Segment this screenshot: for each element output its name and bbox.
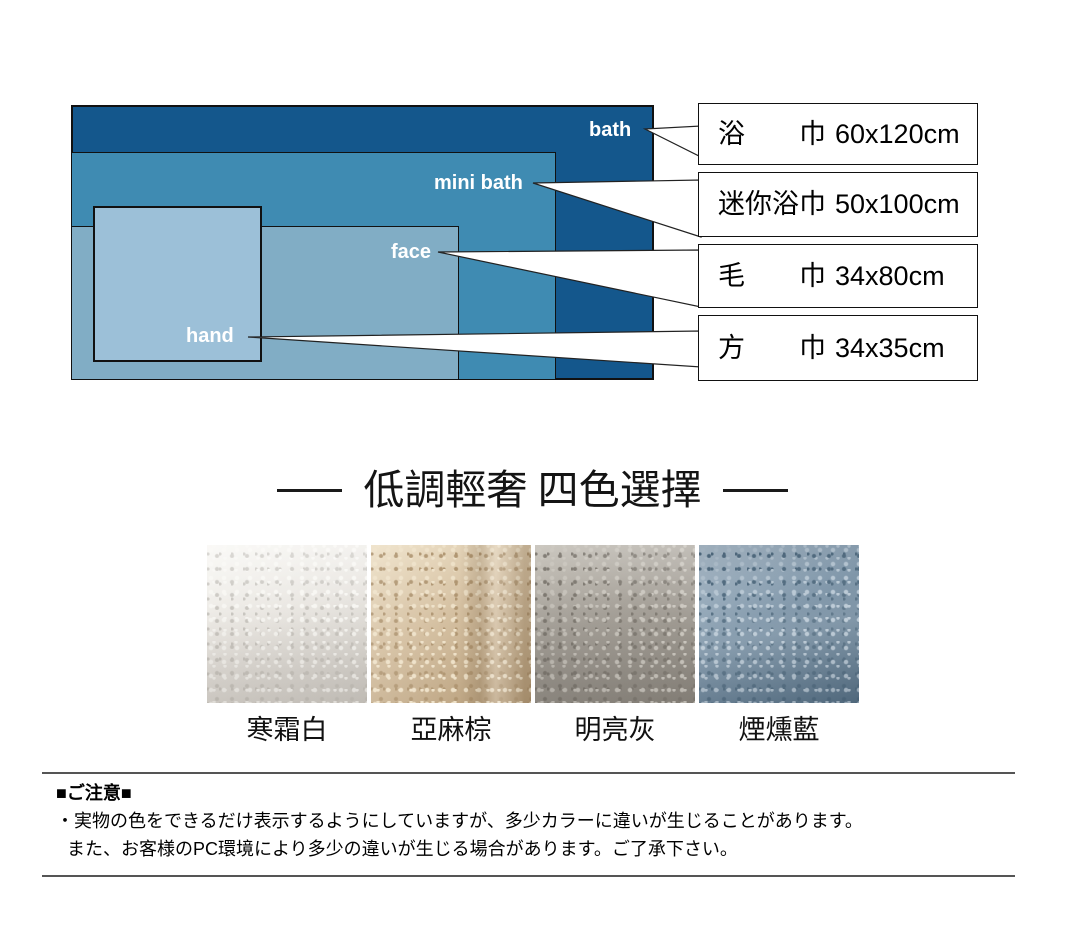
size-box-bath-dimension: 60x120cm <box>835 118 960 149</box>
notice-heading: ■ご注意■ <box>56 783 132 803</box>
notice-line-2: また、お客様のPC環境により多少の違いが生じる場合があります。ご了承下さい。 <box>67 839 738 859</box>
swatch-label-smoky-blue: 煙燻藍 <box>738 715 820 745</box>
bath-rect-label: bath <box>589 119 632 141</box>
swatch-photo-frost-white <box>207 545 367 703</box>
face-rect-label: face <box>391 241 432 263</box>
swatch-label-frost-white: 寒霜白 <box>246 715 328 745</box>
title-dash-right <box>722 489 788 493</box>
swatch-label-bright-gray: 明亮灰 <box>574 715 656 745</box>
hand-rect-label: hand <box>186 325 234 347</box>
size-box-mini-bath-name: 迷你浴巾 <box>718 189 826 219</box>
title-dash-left <box>277 489 343 493</box>
swatch-photo-linen-brown <box>371 545 531 703</box>
section-title: 低調輕奢 四色選擇 <box>363 467 702 513</box>
size-box-face-dimension: 34x80cm <box>835 260 945 291</box>
swatch-label-linen-brown: 亞麻棕 <box>410 715 492 745</box>
size-box-mini-bath: 迷你浴巾 50x100cm <box>698 172 978 237</box>
size-box-face: 毛 巾 34x80cm <box>698 244 978 308</box>
size-box-bath: 浴 巾 60x120cm <box>698 103 978 165</box>
notice-line-1: ・実物の色をできるだけ表示するようにしていますが、多少カラーに違いが生じることが… <box>56 811 863 831</box>
size-box-hand-dimension: 34x35cm <box>835 332 945 363</box>
hand-size-rect <box>93 206 262 362</box>
swatch-photo-bright-gray <box>535 545 695 703</box>
size-box-face-name: 毛 巾 <box>718 260 826 291</box>
size-box-hand-name: 方 巾 <box>718 332 826 363</box>
swatch-photo-smoky-blue <box>699 545 859 703</box>
section-title-row: 低調輕奢 四色選擇 <box>0 467 1065 513</box>
size-box-bath-name: 浴 巾 <box>718 118 826 149</box>
notice-bottom-rule <box>42 875 1015 877</box>
color-swatch-row <box>207 545 859 703</box>
size-box-hand: 方 巾 34x35cm <box>698 315 978 381</box>
notice-top-rule <box>42 772 1015 774</box>
size-box-mini-bath-dimension: 50x100cm <box>835 189 960 219</box>
mini-bath-rect-label: mini bath <box>434 172 523 194</box>
